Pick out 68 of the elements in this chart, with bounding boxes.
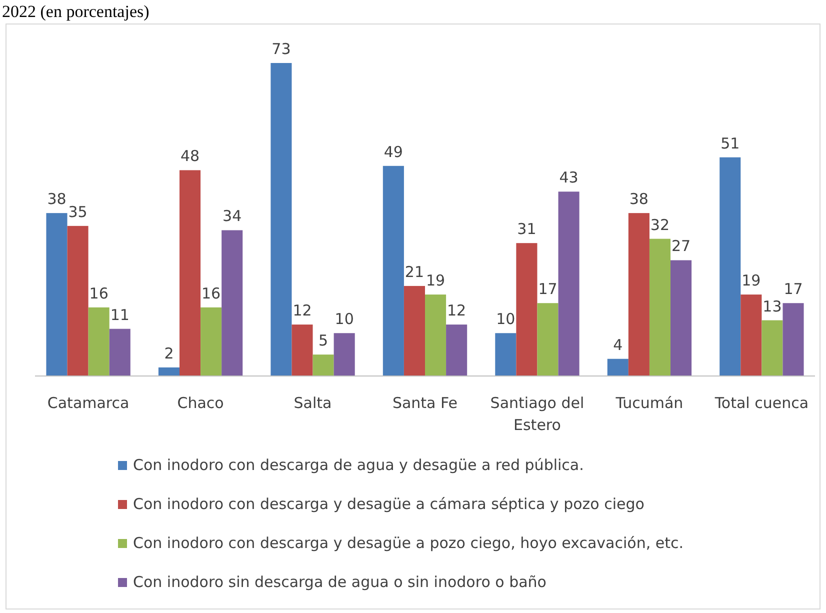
data-label: 43 bbox=[559, 168, 578, 187]
bar bbox=[312, 354, 334, 376]
bar bbox=[537, 303, 558, 376]
data-label: 38 bbox=[629, 190, 648, 208]
data-label: 31 bbox=[517, 220, 536, 238]
data-label: 49 bbox=[384, 142, 403, 161]
data-label: 32 bbox=[650, 216, 670, 234]
legend-label: Con inodoro con descarga de agua y desagüe a red pública. bbox=[133, 456, 584, 474]
x-tick-label: Tucumán bbox=[614, 394, 684, 412]
x-tick-label: Catamarca bbox=[47, 394, 130, 412]
data-label: 34 bbox=[222, 207, 242, 226]
bar bbox=[649, 238, 671, 376]
data-label: 35 bbox=[68, 202, 88, 221]
data-label: 19 bbox=[742, 272, 761, 290]
bar bbox=[558, 192, 580, 376]
data-label: 2 bbox=[164, 344, 174, 362]
bar bbox=[720, 157, 741, 376]
bar bbox=[425, 294, 446, 376]
legend-label: Con inodoro sin descarga de agua o sin inodoro o baño bbox=[133, 573, 546, 591]
data-label: 19 bbox=[426, 272, 446, 290]
bar bbox=[334, 333, 355, 376]
x-tick-label: Santiago del Estero bbox=[490, 394, 584, 434]
bar bbox=[46, 213, 68, 376]
data-label: 38 bbox=[47, 190, 66, 208]
data-label: 48 bbox=[180, 147, 200, 166]
bar bbox=[158, 367, 180, 376]
bar bbox=[607, 358, 628, 376]
x-tick-label: Salta bbox=[294, 394, 332, 412]
legend-label: Con inodoro con descarga y desagüe a cámara séptica y pozo ciego bbox=[133, 495, 644, 513]
data-label: 17 bbox=[784, 280, 803, 298]
bar bbox=[740, 294, 762, 376]
data-label: 13 bbox=[762, 297, 782, 316]
bar bbox=[782, 303, 804, 376]
data-label: 12 bbox=[292, 302, 312, 320]
data-label: 10 bbox=[496, 310, 516, 328]
bar bbox=[495, 333, 516, 376]
x-tick-label: Chaco bbox=[177, 394, 224, 412]
x-tick-label: Santa Fe bbox=[392, 394, 458, 412]
bar bbox=[222, 230, 243, 376]
data-label: 16 bbox=[89, 284, 108, 302]
data-label: 11 bbox=[110, 306, 130, 324]
bar bbox=[88, 307, 110, 376]
data-label: 16 bbox=[202, 284, 221, 302]
data-label: 5 bbox=[318, 332, 328, 350]
bar bbox=[200, 307, 222, 376]
data-label: 12 bbox=[447, 302, 466, 320]
bar bbox=[292, 324, 313, 376]
bar bbox=[109, 328, 130, 376]
bar bbox=[446, 324, 468, 376]
bar bbox=[382, 166, 404, 376]
bar bbox=[516, 243, 538, 376]
x-tick-label: Total cuenca bbox=[714, 394, 809, 412]
legend-label: Con inodoro con descarga y desagüe a pozo ciego, hoyo excavación, etc. bbox=[133, 534, 684, 552]
bar bbox=[67, 226, 88, 376]
bar bbox=[762, 320, 783, 376]
bar bbox=[270, 63, 292, 376]
bar bbox=[179, 170, 201, 376]
bar bbox=[670, 260, 692, 376]
data-label: 21 bbox=[404, 262, 424, 281]
data-label: 27 bbox=[671, 237, 691, 256]
data-label: 51 bbox=[720, 134, 740, 152]
bar bbox=[628, 213, 650, 376]
data-label: 73 bbox=[272, 40, 291, 58]
data-label: 4 bbox=[613, 336, 623, 354]
data-label: 10 bbox=[334, 310, 354, 328]
chart-title: 2022 (en porcentajes) bbox=[2, 2, 150, 21]
data-label: 17 bbox=[538, 280, 558, 298]
bar bbox=[404, 286, 425, 376]
